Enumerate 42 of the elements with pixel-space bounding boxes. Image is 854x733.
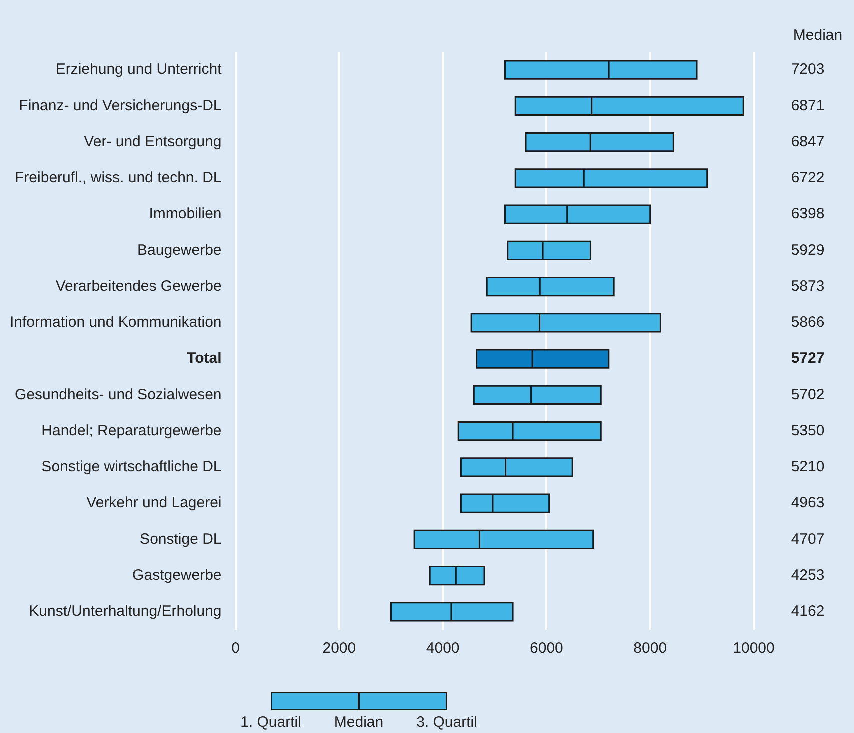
text: 5727 (791, 350, 825, 368)
y-tick-label: Immobilien (149, 206, 222, 223)
y-tick-label: Sonstige wirtschaftliche DL (42, 458, 222, 476)
x-tick-label: 4000 (426, 640, 460, 658)
y-tick-label: Gesundheits- und Sozialwesen (14, 386, 222, 404)
text: 1. Quartil (240, 714, 302, 731)
text: 5866 (791, 314, 825, 332)
text: 6398 (791, 206, 825, 223)
x-tick-label: 0 (232, 640, 240, 658)
text: 5702 (791, 386, 825, 404)
y-tick-label: Gastgewerbe (132, 566, 222, 584)
x-tick-label: 8000 (634, 640, 668, 658)
text: 3. Quartil (416, 714, 478, 731)
text: 7203 (791, 61, 825, 78)
y-tick-label: Erziehung und Unterricht (56, 61, 223, 78)
y-tick-label: Kunst/Unterhaltung/Erholung (29, 603, 222, 620)
y-tick-label: Ver- und Entsorgung (84, 133, 222, 150)
text: 5873 (791, 278, 825, 295)
x-tick-label: 10000 (733, 640, 775, 658)
x-tick-label: 6000 (530, 640, 564, 658)
text: 5210 (791, 458, 825, 476)
y-tick-label: Baugewerbe (138, 242, 222, 259)
y-tick-label: Sonstige DL (140, 530, 222, 548)
text: 6847 (791, 133, 825, 150)
y-tick-label: Total (187, 350, 222, 368)
text: Median (334, 714, 384, 731)
text: Median (793, 27, 843, 44)
text: 6871 (791, 97, 825, 114)
y-tick-label: Freiberufl., wiss. und techn. DL (15, 170, 222, 187)
text: 4162 (791, 603, 825, 620)
text: 4253 (791, 566, 825, 584)
y-tick-label: Information und Kommunikation (10, 314, 222, 332)
text: 5929 (791, 242, 825, 259)
y-tick-label: Handel; Reparaturgewerbe (42, 422, 222, 440)
y-tick-label: Verkehr und Lagerei (86, 494, 222, 512)
text: 4963 (791, 494, 825, 512)
y-tick-label: Finanz- und Versicherungs-DL (19, 97, 222, 114)
text: 5350 (791, 422, 825, 440)
text: 4707 (791, 530, 825, 548)
text: 6722 (791, 170, 825, 187)
x-tick-label: 2000 (322, 640, 356, 658)
y-tick-label: Verarbeitendes Gewerbe (56, 278, 222, 295)
